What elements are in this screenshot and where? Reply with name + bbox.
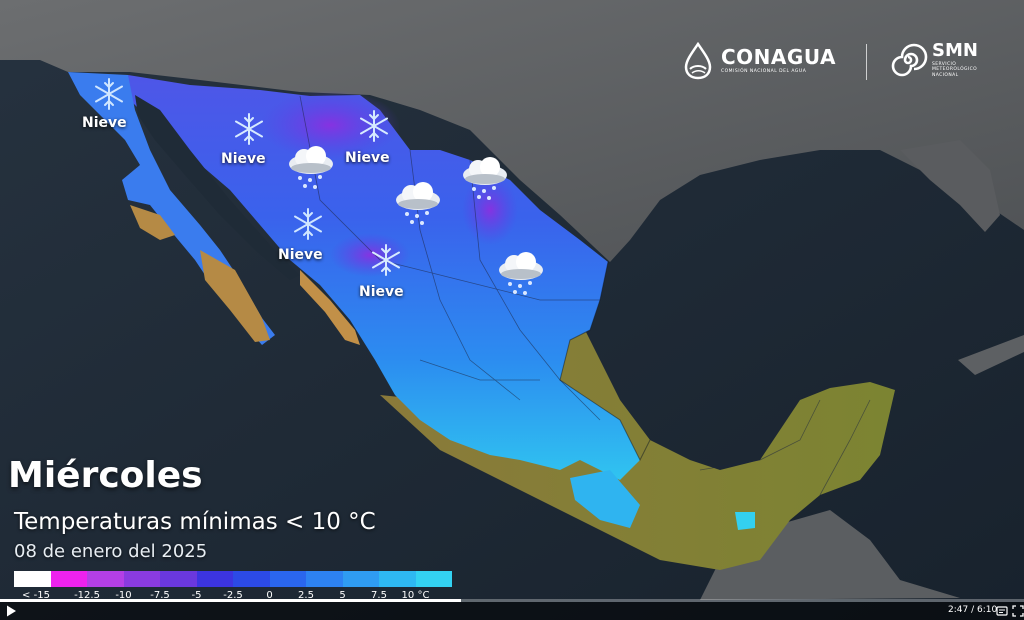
day-title: Miércoles [8, 455, 203, 496]
logo-divider [866, 44, 867, 80]
forecast-date: 08 de enero del 2025 [14, 541, 208, 562]
extreme-cold-east [462, 175, 518, 245]
snowflake-icon [95, 78, 123, 110]
smn-name: SMN [932, 39, 978, 61]
conagua-subtitle: COMISIÓN NACIONAL DEL AGUA [721, 68, 807, 74]
snowflake-icon [235, 113, 263, 145]
temperature-legend-bar [14, 571, 452, 587]
smn-logo: SMN SERVICIO METEOROLÓGICO NACIONAL [888, 40, 978, 80]
smn-subtitle-line: NACIONAL [932, 72, 959, 78]
cold-region [128, 75, 640, 480]
snow-cloud-icon [289, 146, 333, 189]
smn-subtitle-line: SERVICIO [932, 61, 957, 67]
play-icon[interactable] [4, 604, 18, 618]
snowflake-icon [294, 208, 322, 240]
snow-cloud-icon [499, 252, 543, 295]
cold-patch-south [570, 470, 640, 528]
temperature-legend-labels: < -15 -12.5 -10 -7.5 -5 -2.5 0 2.5 5 7.5 10 °C [14, 590, 484, 604]
legend-tick-label: 10 °C [401, 590, 430, 601]
snow-label: Nieve [82, 115, 127, 131]
legend-swatch [269, 571, 306, 587]
legend-swatch [123, 571, 160, 587]
legend-swatch [160, 571, 197, 587]
cuba-land [958, 335, 1024, 375]
florida-land [900, 140, 1000, 232]
warm-region [380, 320, 895, 570]
legend-swatch [342, 571, 379, 587]
conagua-logo: CONAGUA COMISIÓN NACIONAL DEL AGUA [681, 40, 836, 80]
extreme-cold-center [330, 233, 410, 277]
legend-swatch [306, 571, 343, 587]
coast-warm-strip [300, 270, 360, 345]
video-time: 2:47 / 6:10 [948, 605, 998, 615]
extreme-cold-north [260, 90, 400, 160]
legend-tick-label: -7.5 [150, 590, 170, 601]
spiral-icon [891, 43, 928, 77]
legend-swatch [14, 571, 51, 587]
usa-land [0, 0, 1024, 262]
legend-swatch [379, 571, 416, 587]
legend-tick-label: < -15 [22, 590, 50, 601]
legend-swatch [50, 571, 87, 587]
snow-label: Nieve [221, 151, 266, 167]
legend-tick-label: -12.5 [74, 590, 100, 601]
snow-label: Nieve [345, 150, 390, 166]
water-drop-icon [684, 41, 712, 80]
legend-tick-label: 5 [339, 590, 346, 601]
baja-warm-patch [130, 205, 175, 240]
legend-tick-label: 2.5 [298, 590, 314, 601]
settings-icon[interactable] [996, 605, 1008, 617]
legend-tick-label: -2.5 [223, 590, 243, 601]
legend-tick-label: -10 [115, 590, 132, 601]
coastline [559, 261, 651, 462]
conagua-name: CONAGUA [721, 44, 836, 69]
legend-tick-label: 7.5 [371, 590, 387, 601]
smn-subtitle-line: METEOROLÓGICO [932, 67, 978, 73]
baja-warm-tip [200, 250, 270, 342]
legend-swatch [196, 571, 233, 587]
state-borders [299, 95, 871, 496]
video-progress-fill [0, 599, 461, 602]
snowflake-icon [372, 244, 400, 276]
cold-patch-east [735, 512, 755, 530]
forecast-title: Temperaturas mínimas < 10 °C [14, 509, 376, 535]
video-progress-bar[interactable] [0, 599, 1024, 602]
video-controls: 2:47 / 6:10 [0, 602, 1024, 620]
legend-swatch [415, 571, 452, 587]
legend-tick-label: -5 [191, 590, 202, 601]
snowflake-icon [360, 110, 388, 142]
snow-cloud-icon [396, 182, 440, 225]
legend-tick-label: 0 [266, 590, 273, 601]
snow-cloud-icon [463, 157, 507, 200]
fullscreen-icon[interactable] [1012, 605, 1024, 617]
legend-swatch [233, 571, 270, 587]
snow-label: Nieve [359, 284, 404, 300]
legend-swatch [87, 571, 124, 587]
snow-label: Nieve [278, 247, 323, 263]
gulf-of-california [135, 95, 300, 280]
